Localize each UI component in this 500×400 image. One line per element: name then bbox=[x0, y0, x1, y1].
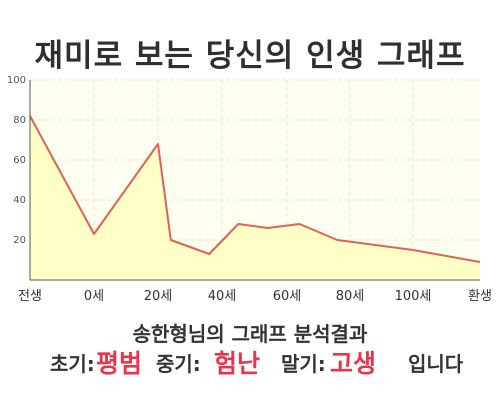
x-tick-label: 0세 bbox=[84, 289, 104, 304]
life-summary: 초기: 평범 중기: 험난 말기: 고생 입니다 bbox=[0, 344, 500, 384]
x-tick-label: 80세 bbox=[336, 289, 365, 304]
y-tick-label: 20 bbox=[13, 235, 26, 246]
early-value: 평범 bbox=[96, 349, 143, 378]
early-label: 초기: bbox=[50, 352, 95, 376]
life-area-fill bbox=[30, 116, 480, 280]
x-tick-label: 20세 bbox=[144, 289, 173, 304]
ending-text: 입니다 bbox=[408, 352, 464, 376]
life-graph-chart: 20 40 60 80 100 전생 0세 20세 40세 60세 80세 100세 환생 bbox=[7, 75, 492, 304]
x-tick-label: 전생 bbox=[18, 289, 42, 304]
x-tick-label: 100세 bbox=[395, 289, 432, 304]
y-tick-label: 60 bbox=[13, 155, 26, 166]
y-tick-label: 40 bbox=[13, 195, 26, 206]
x-tick-label: 환생 bbox=[468, 289, 492, 304]
late-label: 말기: bbox=[281, 352, 326, 376]
x-tick-labels: 전생 0세 20세 40세 60세 80세 100세 환생 bbox=[18, 289, 492, 304]
middle-value: 험난 bbox=[214, 349, 261, 378]
analysis-heading: 송한형님의 그래프 분석결과 bbox=[132, 322, 368, 346]
axes bbox=[29, 80, 480, 281]
middle-label: 중기: bbox=[156, 352, 201, 376]
x-tick-label: 60세 bbox=[273, 289, 302, 304]
y-tick-label: 100 bbox=[7, 75, 26, 86]
life-line bbox=[29, 115, 481, 263]
x-tick-label: 40세 bbox=[208, 289, 237, 304]
y-tick-labels: 20 40 60 80 100 bbox=[7, 75, 26, 246]
page-title: 재미로 보는 당신의 인생 그래프 bbox=[34, 38, 466, 74]
y-tick-label: 80 bbox=[13, 115, 26, 126]
late-value: 고생 bbox=[330, 349, 377, 378]
